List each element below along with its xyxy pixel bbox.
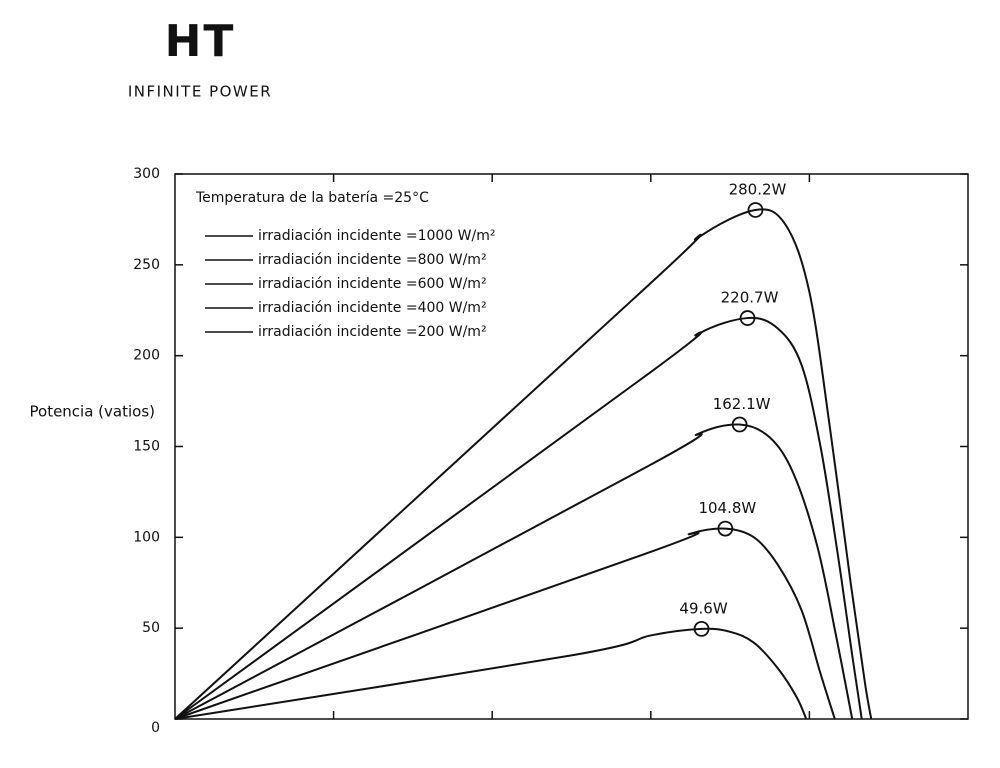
- peak-label: 220.7W: [721, 289, 779, 307]
- peak-label: 104.8W: [698, 499, 756, 517]
- y-tick-label: 200: [133, 348, 160, 364]
- y-tick-label: 150: [133, 439, 160, 455]
- y-tick-label: 300: [133, 166, 160, 182]
- y-tick-label: 100: [133, 529, 160, 545]
- y-tick-label: 50: [142, 620, 160, 636]
- legend-label: irradiación incidente =200 W/m²: [258, 324, 487, 340]
- legend-label: irradiación incidente =800 W/m²: [258, 252, 487, 268]
- peak-marker: [717, 520, 734, 537]
- power-curve: [174, 527, 836, 720]
- power-curve: [174, 316, 863, 720]
- peak-label: 49.6W: [679, 599, 727, 617]
- peak-marker: [693, 620, 710, 637]
- power-curve: [174, 423, 854, 720]
- peak-label: 280.2W: [729, 180, 787, 198]
- legend-label: irradiación incidente =400 W/m²: [258, 300, 487, 316]
- power-curve: [174, 627, 808, 720]
- logo-mark: HT: [165, 16, 236, 67]
- peak-label: 162.1W: [713, 395, 771, 413]
- y-axis-label: Potencia (vatios): [30, 403, 156, 421]
- power-curve: [174, 208, 873, 720]
- peak-marker: [747, 202, 764, 218]
- legend-label: irradiación incidente =600 W/m²: [258, 276, 487, 292]
- logo-tagline: INFINITE POWER: [128, 83, 272, 101]
- peak-marker: [731, 416, 748, 433]
- peak-marker: [739, 310, 756, 326]
- legend-label: irradiación incidente =1000 W/m²: [258, 228, 495, 244]
- y-tick-label: 0: [151, 720, 160, 736]
- chart-subtitle: Temperatura de la batería =25°C: [195, 190, 429, 206]
- y-tick-label: 250: [133, 257, 160, 273]
